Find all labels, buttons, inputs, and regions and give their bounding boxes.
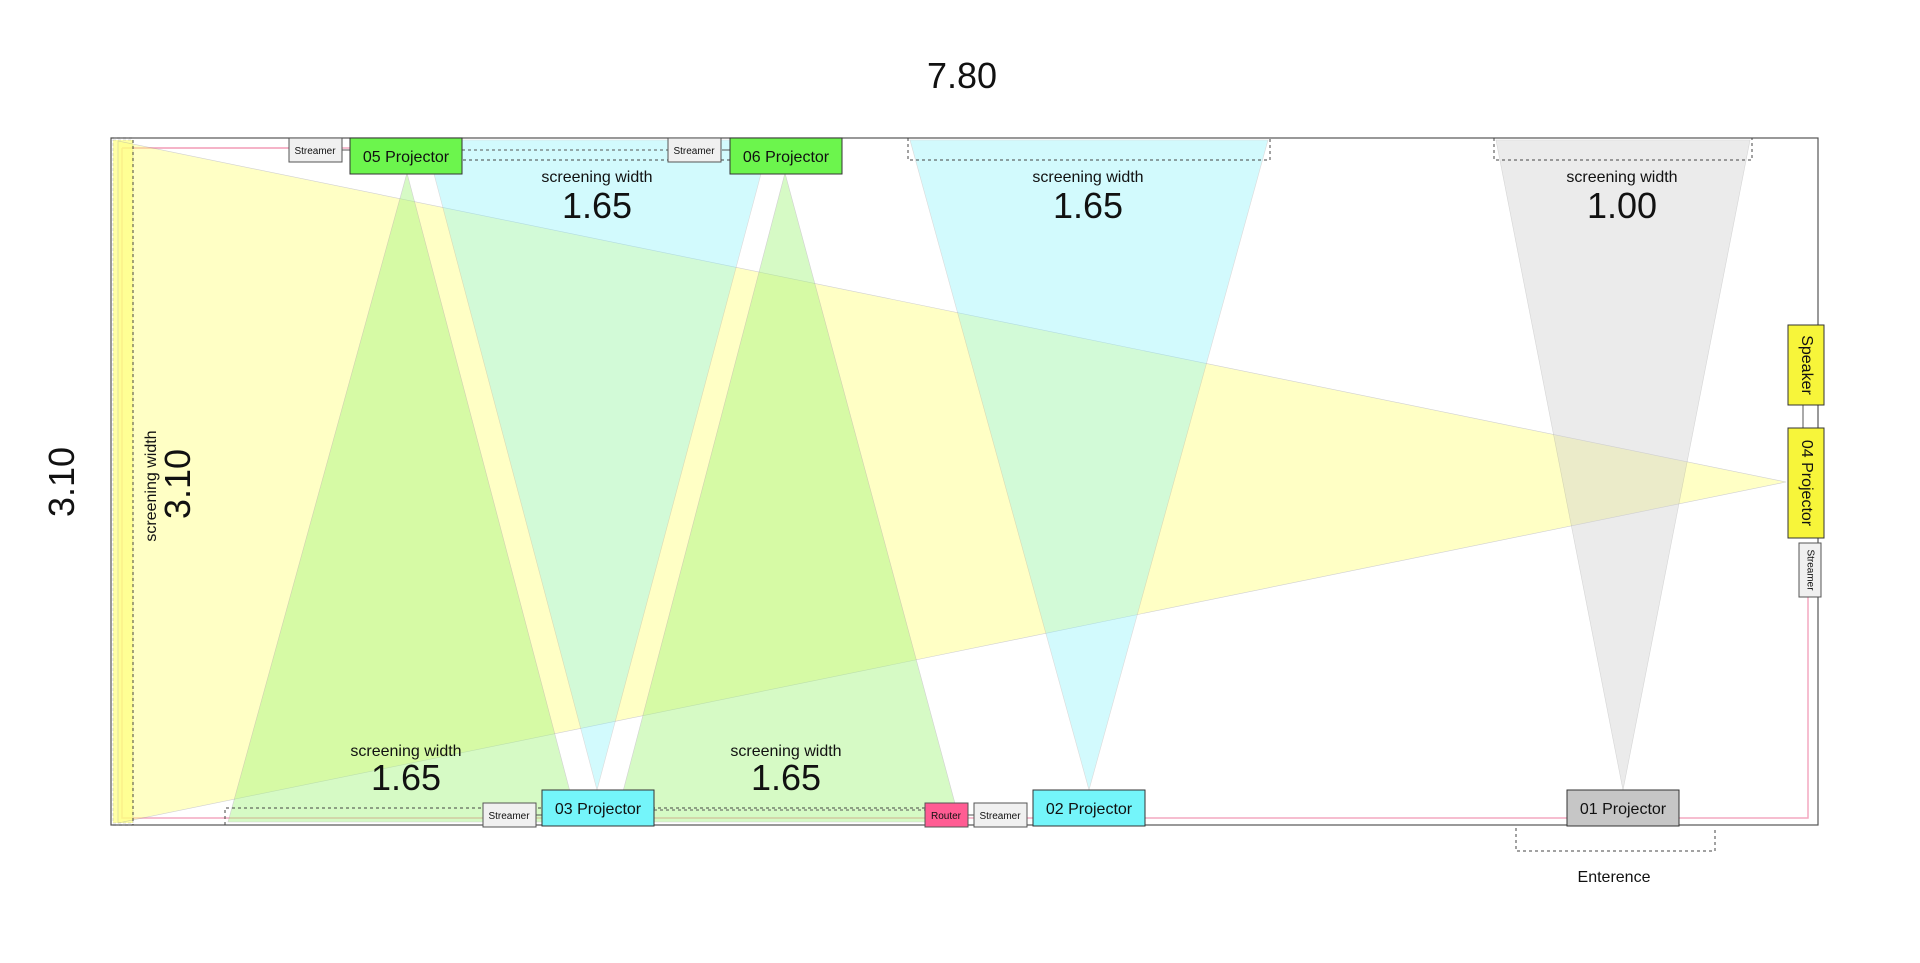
svg-text:02 Projector: 02 Projector <box>1046 801 1133 818</box>
room-width-dimension: 7.80 <box>927 55 997 96</box>
beam-02 <box>909 139 1269 792</box>
svg-text:Streamer: Streamer <box>294 146 336 157</box>
beam-03 <box>424 139 771 792</box>
streamer-bottom-left[interactable]: Streamer <box>482 802 537 828</box>
beam-06 <box>614 171 961 823</box>
svg-text:Streamer: Streamer <box>488 811 530 822</box>
device-links <box>342 149 1804 816</box>
screen-caption-top-right: screening width <box>1566 169 1677 186</box>
projector-04[interactable]: 04 Projector <box>1787 427 1825 539</box>
screen-value-top-left: 1.65 <box>562 185 632 226</box>
svg-text:03 Projector: 03 Projector <box>555 801 642 818</box>
svg-text:Router: Router <box>931 811 962 822</box>
router[interactable]: Router <box>924 802 969 828</box>
beam-05 <box>227 171 579 823</box>
svg-text:Streamer: Streamer <box>1804 549 1815 591</box>
screen-caption-bottom-mid: screening width <box>730 743 841 760</box>
screen-caption-top-mid: screening width <box>1032 169 1143 186</box>
screen-caption-left-wall: screening width <box>143 430 160 541</box>
svg-text:04 Projector: 04 Projector <box>1798 440 1815 527</box>
projector-05[interactable]: 05 Projector <box>349 137 463 175</box>
svg-text:Speaker: Speaker <box>1798 335 1815 395</box>
svg-text:06 Projector: 06 Projector <box>743 149 830 166</box>
entrance-label: Enterence <box>1578 869 1651 886</box>
screen-value-bottom-left: 1.65 <box>371 757 441 798</box>
svg-text:05 Projector: 05 Projector <box>363 149 450 166</box>
streamer-bottom-mid[interactable]: Streamer <box>973 802 1028 828</box>
screen-value-top-right: 1.00 <box>1587 185 1657 226</box>
streamer-top-left[interactable]: Streamer <box>288 137 343 163</box>
screen-value-top-mid: 1.65 <box>1053 185 1123 226</box>
projector-03[interactable]: 03 Projector <box>541 789 655 827</box>
beam-04 <box>117 140 1787 824</box>
svg-text:Streamer: Streamer <box>979 811 1021 822</box>
svg-text:01 Projector: 01 Projector <box>1580 801 1667 818</box>
screen-value-left-wall: 3.10 <box>157 449 198 519</box>
left-screen-strip <box>112 139 134 824</box>
projector-02[interactable]: 02 Projector <box>1032 789 1146 827</box>
streamer-right[interactable]: Streamer <box>1798 542 1822 598</box>
screen-caption-bottom-left: screening width <box>350 743 461 760</box>
projector-06[interactable]: 06 Projector <box>729 137 843 175</box>
beam-01 <box>1495 139 1751 791</box>
streamer-top-mid[interactable]: Streamer <box>667 137 722 163</box>
screen-caption-top-left: screening width <box>541 169 652 186</box>
svg-text:Streamer: Streamer <box>673 146 715 157</box>
room-height-dimension: 3.10 <box>41 447 82 517</box>
screen-value-bottom-mid: 1.65 <box>751 757 821 798</box>
projector-01[interactable]: 01 Projector <box>1566 789 1680 827</box>
speaker[interactable]: Speaker <box>1787 324 1825 406</box>
